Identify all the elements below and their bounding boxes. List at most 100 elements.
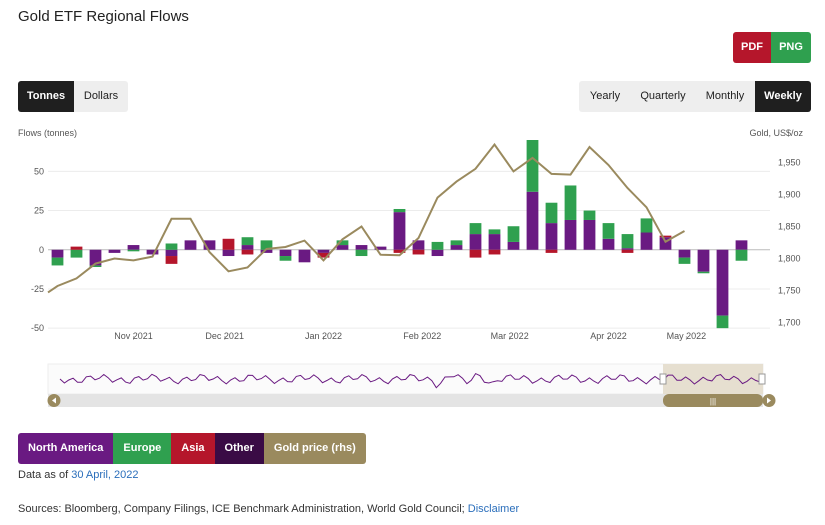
- tab-monthly[interactable]: Monthly: [695, 81, 755, 112]
- bar-europe: [602, 223, 615, 239]
- legend-europe[interactable]: Europe: [113, 433, 172, 464]
- y2-tick-label: 1,750: [778, 286, 801, 296]
- bar-asia: [165, 256, 178, 264]
- export-pdf-button[interactable]: PDF: [733, 32, 771, 63]
- tab-weekly[interactable]: Weekly: [755, 81, 811, 112]
- bar-north-america: [488, 234, 501, 250]
- y-tick-label: 25: [34, 206, 44, 216]
- bar-asia: [222, 238, 235, 250]
- export-png-button[interactable]: PNG: [771, 32, 811, 63]
- bar-north-america: [507, 241, 520, 250]
- tab-tonnes[interactable]: Tonnes: [18, 81, 74, 112]
- bar-north-america: [659, 237, 672, 250]
- bar-north-america: [241, 245, 254, 250]
- bar-north-america: [146, 249, 159, 255]
- bar-europe: [640, 218, 653, 233]
- page-title: Gold ETF Regional Flows: [18, 8, 189, 25]
- bar-asia: [70, 246, 83, 250]
- bar-europe: [697, 271, 710, 274]
- bar-asia: [317, 252, 330, 258]
- y-tick-label: 0: [39, 245, 44, 255]
- navigator-right-handle[interactable]: [758, 373, 766, 385]
- tab-dollars[interactable]: Dollars: [74, 81, 128, 112]
- sources-note: Sources: Bloomberg, Company Filings, ICE…: [18, 503, 519, 515]
- bar-north-america: [640, 232, 653, 250]
- x-tick-label: Nov 2021: [114, 331, 153, 341]
- bar-europe: [431, 241, 444, 250]
- range-navigator[interactable]: |||: [0, 362, 825, 410]
- y-tick-label: -50: [31, 323, 44, 333]
- bar-north-america: [735, 240, 748, 250]
- unit-toggle: Tonnes Dollars: [18, 81, 128, 112]
- bar-europe: [70, 249, 83, 258]
- disclaimer-link[interactable]: Disclaimer: [467, 503, 520, 515]
- bar-north-america: [298, 249, 311, 263]
- scrollbar-grip-icon: |||: [710, 397, 716, 406]
- tab-quarterly[interactable]: Quarterly: [631, 81, 695, 112]
- legend-north-america[interactable]: North America: [18, 433, 114, 464]
- as-of-label: Data as of: [18, 469, 69, 481]
- x-tick-label: Feb 2022: [403, 331, 441, 341]
- y-tick-label: -25: [31, 284, 44, 294]
- bar-europe: [260, 240, 273, 250]
- bar-asia: [393, 249, 406, 253]
- bar-europe: [241, 237, 254, 246]
- bar-asia: [545, 249, 558, 253]
- bar-north-america: [545, 223, 558, 250]
- bar-north-america: [412, 240, 425, 250]
- y-tick-label: 50: [34, 166, 44, 176]
- bar-north-america: [374, 246, 387, 250]
- x-tick-label: Jan 2022: [305, 331, 342, 341]
- bar-north-america: [317, 249, 330, 253]
- bar-north-america: [51, 249, 64, 258]
- bar-north-america: [127, 245, 140, 250]
- data-as-of: Data as of 30 April, 2022: [18, 469, 138, 481]
- bar-europe: [526, 140, 539, 192]
- bar-europe: [336, 240, 349, 246]
- as-of-date: 30 April, 2022: [71, 469, 139, 481]
- bar-north-america: [184, 240, 197, 250]
- legend-asia[interactable]: Asia: [171, 433, 215, 464]
- bar-europe: [51, 257, 64, 266]
- flows-chart: 50 25 0 -25 -50 1,950 1,900 1,850 1,800 1,750 1,70…: [31, 140, 801, 341]
- bar-europe: [488, 229, 501, 235]
- y2-tick-label: 1,800: [778, 253, 801, 263]
- y2-tick-label: 1,950: [778, 157, 801, 167]
- bar-europe: [583, 210, 596, 220]
- y2-axis-title: Gold, US$/oz: [749, 128, 803, 138]
- bar-asia: [412, 249, 425, 255]
- bar-asia: [469, 249, 482, 258]
- bar-north-america: [165, 249, 178, 257]
- gold-price-line: [47, 142, 685, 294]
- bar-north-america: [678, 249, 691, 258]
- x-tick-label: Dec 2021: [205, 331, 244, 341]
- x-tick-label: Apr 2022: [590, 331, 627, 341]
- sources-text: Sources: Bloomberg, Company Filings, ICE…: [18, 503, 465, 515]
- bar-asia: [621, 249, 634, 253]
- bar-north-america: [716, 249, 729, 316]
- bar-europe: [545, 202, 558, 224]
- bar-north-america: [260, 249, 273, 253]
- bar-north-america: [583, 219, 596, 250]
- bar-north-america: [89, 249, 102, 266]
- bar-north-america: [469, 234, 482, 250]
- navigator-left-handle[interactable]: [659, 373, 667, 385]
- y2-tick-label: 1,700: [778, 318, 801, 328]
- legend-gold-price[interactable]: Gold price (rhs): [263, 433, 366, 464]
- legend-other[interactable]: Other: [214, 433, 264, 464]
- bar-north-america: [279, 249, 292, 257]
- y2-tick-label: 1,900: [778, 189, 801, 199]
- navigator-scrollbar-thumb[interactable]: [663, 394, 763, 407]
- export-buttons: PDF PNG: [733, 32, 811, 63]
- bar-europe: [621, 234, 634, 249]
- bar-north-america: [621, 248, 634, 250]
- bar-north-america: [450, 245, 463, 250]
- y-axis-title: Flows (tonnes): [18, 128, 78, 138]
- scroll-right-arrow-glyph: [767, 397, 771, 404]
- bar-europe: [507, 226, 520, 242]
- bar-europe: [393, 208, 406, 213]
- bar-europe: [564, 185, 577, 220]
- tab-yearly[interactable]: Yearly: [579, 81, 631, 112]
- navigator-scrollbar-track[interactable]: [48, 394, 763, 407]
- bar-asia: [488, 249, 501, 255]
